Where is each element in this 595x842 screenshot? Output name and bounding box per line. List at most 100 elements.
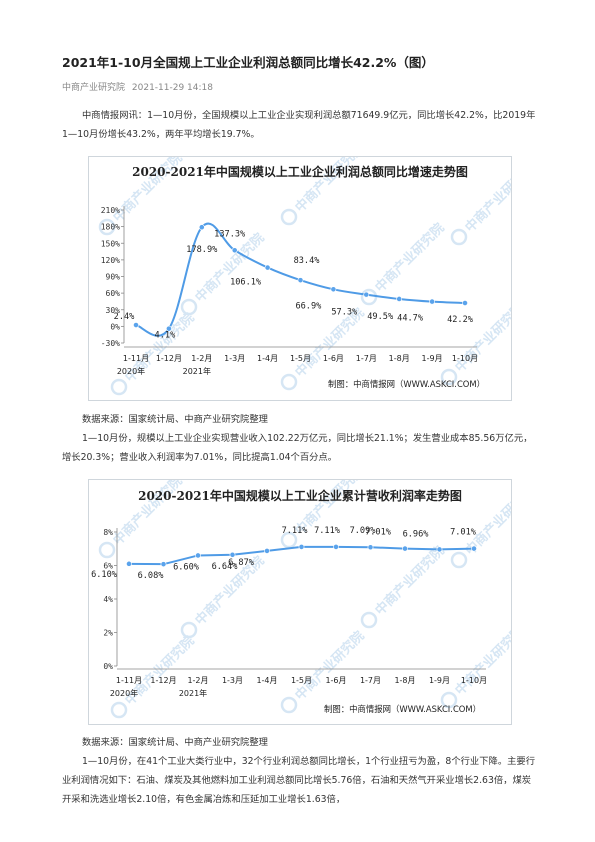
x-tick-label: 1-11月 — [116, 676, 142, 685]
year-label: 2020年 — [110, 688, 138, 698]
data-label: 49.5% — [367, 312, 394, 322]
data-point — [436, 546, 443, 553]
data-point — [471, 545, 477, 552]
data-point — [133, 322, 139, 328]
watermark-text: 中商产业研究院 — [452, 300, 511, 376]
x-tick-label: 1-8月 — [394, 676, 415, 685]
watermark-text: 中商产业研究院 — [372, 543, 448, 619]
data-label: 6.64% — [212, 562, 239, 572]
x-tick-label: 1-7月 — [360, 676, 381, 685]
data-point — [195, 552, 201, 559]
profit-margin-chart: 中商产业研究院 中商产业研究院 中商产业研究院 中商产业研究院 中商产业研究院 中商产业研… — [88, 479, 512, 725]
data-point — [160, 561, 167, 568]
paragraph-revenue: 1—10月份，规模以上工业企业实现营业收入102.22万亿元，同比增长21.1%… — [62, 433, 533, 463]
x-tick-label: 1-4月 — [257, 354, 278, 363]
data-point — [264, 264, 271, 271]
watermark: 中商产业研究院 — [440, 623, 511, 709]
watermark-logo-icon — [180, 298, 198, 316]
data-label: 57.3% — [331, 308, 358, 318]
data-point — [198, 224, 205, 231]
watermark-logo-icon — [98, 218, 116, 236]
x-tick-label: 1-8月 — [389, 354, 410, 363]
source-note-1: 数据来源：国家统计局、中商产业研究院整理 — [82, 414, 268, 425]
data-point — [298, 544, 305, 550]
watermark-text: 中商产业研究院 — [462, 160, 511, 236]
data-label: 2.4% — [114, 312, 136, 322]
data-point — [231, 247, 238, 254]
x-tick-label: 1-2月 — [187, 676, 208, 685]
chart-title: 2020-2021年中国规模以上工业企业利润总额同比增速走势图 — [132, 164, 468, 179]
source-org[interactable]: 中商产业研究院 — [62, 83, 126, 93]
y-tick-label: 6% — [103, 562, 113, 571]
x-tick-label: 1-10月 — [452, 354, 478, 363]
y-tick-label: 150% — [101, 239, 120, 248]
data-point — [363, 291, 370, 298]
y-tick-label: 2% — [103, 629, 113, 638]
data-label: 6.10% — [91, 570, 118, 580]
y-tick-label: 120% — [101, 256, 120, 265]
watermark-logo-icon — [280, 696, 298, 714]
data-point — [462, 300, 468, 306]
data-point — [126, 560, 132, 567]
data-label: 7.11% — [314, 526, 341, 536]
data-point — [333, 544, 339, 550]
data-label: 7.01% — [365, 528, 392, 538]
x-tick-label: 1-6月 — [323, 354, 344, 363]
data-label: 6.60% — [173, 562, 200, 572]
y-tick-label: 8% — [103, 528, 113, 537]
y-tick-label: 30% — [106, 306, 121, 315]
data-point — [429, 298, 435, 305]
data-label: 44.7% — [397, 314, 424, 324]
x-tick-label: 1-6月 — [325, 676, 346, 685]
watermark-logo-icon — [98, 541, 116, 559]
watermark-logo-icon — [280, 531, 298, 549]
data-point — [367, 544, 374, 551]
data-label: 137.3% — [214, 229, 246, 239]
x-tick-label: 1-5月 — [291, 676, 312, 685]
y-tick-label: 4% — [103, 595, 113, 604]
y-tick-label: 0% — [110, 322, 120, 331]
watermark-text: 中商产业研究院 — [292, 628, 368, 704]
watermark: 中商产业研究院 — [360, 543, 448, 629]
watermark-text: 中商产业研究院 — [462, 483, 511, 559]
x-tick-label: 1-5月 — [290, 354, 311, 363]
watermark: 中商产业研究院 — [180, 230, 268, 316]
y-tick-label: 0% — [103, 662, 113, 671]
data-point — [402, 545, 408, 552]
watermark-logo-icon — [110, 701, 128, 719]
x-tick-label: 1-3月 — [222, 676, 243, 685]
data-point — [166, 325, 172, 332]
data-point — [297, 277, 304, 284]
x-tick-label: 1-9月 — [429, 676, 450, 685]
watermark-text: 中商产业研究院 — [192, 230, 268, 306]
watermark-logo-icon — [280, 208, 298, 226]
data-label: 7.11% — [282, 526, 309, 536]
y-tick-label: 60% — [106, 289, 121, 298]
x-tick-label: 1-4月 — [256, 676, 277, 685]
year-label: 2020年 — [117, 366, 145, 376]
x-tick-label: 1-7月 — [356, 354, 377, 363]
data-label: 7.09% — [350, 526, 377, 536]
data-point — [330, 286, 337, 293]
data-label: 83.4% — [294, 256, 321, 266]
x-tick-label: 1-12月 — [156, 354, 182, 363]
chart-credit: 制图：中商情报网（WWW.ASKCI.COM） — [324, 704, 481, 714]
y-tick-label: 210% — [101, 206, 120, 215]
paragraph-industries: 1—10月份，在41个工业大类行业中，32个行业利润总额同比增长，1个行业扭亏为… — [62, 756, 536, 805]
publish-time: 2021-11-29 14:18 — [131, 83, 213, 93]
data-point — [264, 548, 270, 554]
x-tick-label: 1-10月 — [461, 676, 487, 685]
watermark-logo-icon — [450, 228, 468, 246]
data-label: 7.01% — [450, 528, 477, 538]
profit-growth-chart: 中商产业研究院 中商产业研究院 中商产业研究院 中商产业研究院 中商产业研究院 中商产业研… — [88, 156, 512, 401]
data-label: 6.87% — [228, 558, 255, 568]
year-label: 2021年 — [179, 688, 207, 698]
data-point — [229, 551, 236, 558]
data-label: 4.1% — [155, 331, 177, 341]
watermark-logo-icon — [450, 551, 468, 569]
watermark-logo-icon — [280, 373, 298, 391]
article-title: 2021年1-10月全国规上工业企业利润总额同比增长42.2%（图） — [62, 55, 434, 70]
